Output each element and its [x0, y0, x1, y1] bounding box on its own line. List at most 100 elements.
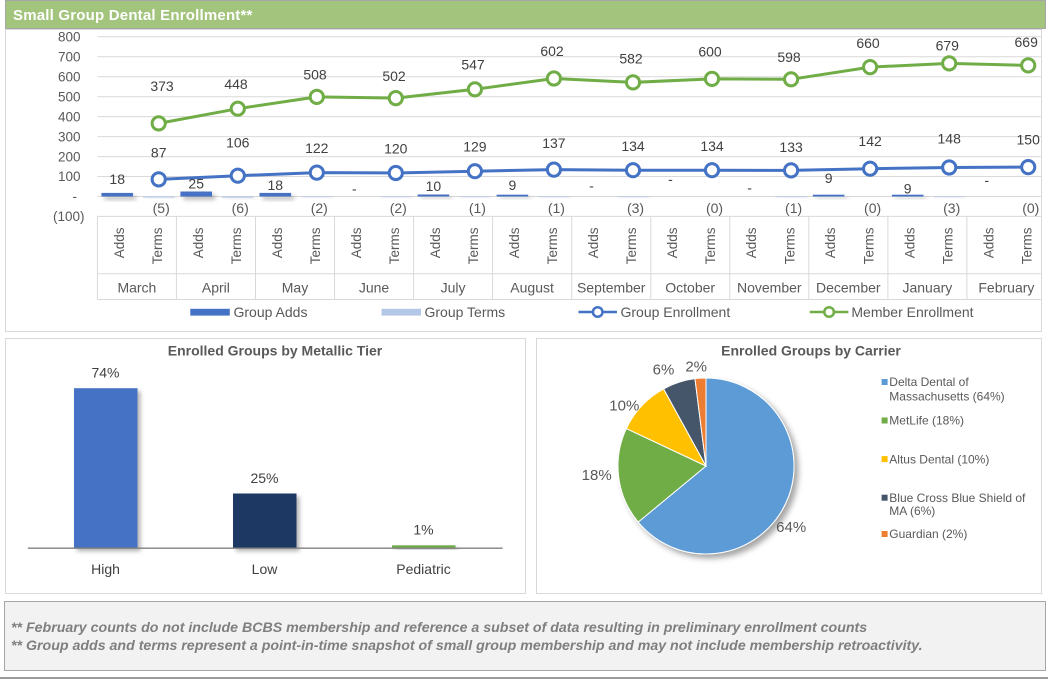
svg-text:Terms: Terms — [150, 227, 165, 264]
svg-text:582: 582 — [619, 51, 643, 67]
svg-text:December: December — [816, 280, 881, 296]
svg-text:(0): (0) — [706, 200, 723, 216]
svg-text:(0): (0) — [864, 200, 881, 216]
svg-text:Pediatric: Pediatric — [396, 561, 450, 577]
svg-text:134: 134 — [700, 138, 724, 154]
svg-text:June: June — [359, 280, 390, 296]
svg-text:Adds: Adds — [665, 227, 680, 258]
svg-text:64%: 64% — [776, 519, 806, 536]
svg-text:547: 547 — [461, 57, 485, 73]
svg-text:Adds: Adds — [270, 227, 285, 258]
svg-text:508: 508 — [303, 67, 327, 83]
svg-text:Terms: Terms — [1020, 227, 1035, 264]
svg-text:150: 150 — [1017, 132, 1041, 148]
svg-text:660: 660 — [856, 35, 880, 51]
svg-text:600: 600 — [698, 43, 722, 59]
svg-text:Enrolled Groups by Metallic Ti: Enrolled Groups by Metallic Tier — [168, 343, 383, 359]
svg-text:602: 602 — [540, 43, 564, 59]
svg-text:300: 300 — [58, 129, 81, 144]
svg-text:April: April — [202, 280, 230, 296]
svg-text:800: 800 — [58, 30, 81, 45]
svg-text:March: March — [117, 280, 156, 296]
svg-text:669: 669 — [1015, 34, 1039, 50]
svg-text:Adds: Adds — [823, 227, 838, 258]
svg-text:120: 120 — [384, 141, 408, 157]
svg-text:Adds: Adds — [586, 227, 601, 258]
svg-text:November: November — [737, 280, 802, 296]
svg-text:Terms: Terms — [387, 227, 402, 264]
svg-text:598: 598 — [777, 49, 801, 65]
svg-text:600: 600 — [58, 69, 81, 84]
svg-text:(0): (0) — [1022, 200, 1039, 216]
svg-text:July: July — [441, 280, 466, 296]
svg-text:Terms: Terms — [703, 227, 718, 264]
svg-text:-: - — [747, 180, 752, 196]
svg-text:134: 134 — [621, 138, 645, 154]
svg-text:18: 18 — [109, 171, 125, 187]
svg-text:-: - — [984, 172, 989, 188]
svg-text:(2): (2) — [390, 200, 407, 216]
svg-text:Terms: Terms — [229, 227, 244, 264]
svg-text:(1): (1) — [785, 200, 802, 216]
svg-text:May: May — [282, 280, 308, 296]
svg-text:Member Enrollment: Member Enrollment — [851, 304, 973, 320]
svg-text:700: 700 — [58, 50, 81, 65]
svg-text:August: August — [510, 280, 554, 296]
svg-text:Low: Low — [252, 561, 279, 577]
svg-text:133: 133 — [779, 139, 803, 155]
svg-text:Terms: Terms — [308, 227, 323, 264]
svg-text:Delta Dental of: Delta Dental of — [889, 375, 969, 389]
svg-text:373: 373 — [150, 78, 174, 94]
svg-text:Group Enrollment: Group Enrollment — [621, 304, 731, 320]
svg-text:Blue Cross Blue Shield of: Blue Cross Blue Shield of — [889, 491, 1026, 505]
svg-text:(3): (3) — [627, 200, 644, 216]
svg-text:Adds: Adds — [349, 227, 364, 258]
svg-text:(6): (6) — [232, 200, 249, 216]
svg-text:-: - — [668, 171, 673, 187]
svg-text:1%: 1% — [413, 522, 433, 538]
svg-text:100: 100 — [58, 169, 81, 184]
svg-text:142: 142 — [858, 133, 882, 149]
svg-text:448: 448 — [224, 76, 248, 92]
svg-text:679: 679 — [936, 37, 960, 53]
svg-text:129: 129 — [463, 139, 487, 155]
svg-text:-: - — [73, 189, 78, 204]
svg-text:25: 25 — [188, 176, 204, 192]
svg-text:MetLife (18%): MetLife (18%) — [889, 414, 964, 428]
svg-text:Enrolled Groups by Carrier: Enrolled Groups by Carrier — [721, 343, 901, 359]
svg-text:148: 148 — [938, 131, 962, 147]
svg-text:9: 9 — [904, 181, 912, 197]
svg-text:500: 500 — [58, 89, 81, 104]
svg-text:(5): (5) — [153, 200, 170, 216]
svg-text:18: 18 — [268, 177, 284, 193]
svg-text:Adds: Adds — [191, 227, 206, 258]
svg-text:137: 137 — [542, 135, 566, 151]
svg-text:Terms: Terms — [782, 227, 797, 264]
svg-text:Massachusetts (64%): Massachusetts (64%) — [889, 390, 1004, 404]
svg-text:10: 10 — [426, 178, 442, 194]
svg-text:106: 106 — [226, 135, 250, 151]
svg-text:122: 122 — [305, 140, 329, 156]
svg-text:18%: 18% — [582, 467, 612, 484]
svg-text:9: 9 — [825, 170, 833, 186]
svg-text:Adds: Adds — [744, 227, 759, 258]
svg-text:MA (6%): MA (6%) — [889, 504, 935, 518]
svg-text:Terms: Terms — [861, 227, 876, 264]
svg-text:Adds: Adds — [428, 227, 443, 258]
svg-text:Terms: Terms — [624, 227, 639, 264]
svg-text:74%: 74% — [91, 364, 119, 380]
svg-text:Terms: Terms — [466, 227, 481, 264]
svg-text:Adds: Adds — [902, 227, 917, 258]
svg-text:Guardian (2%): Guardian (2%) — [889, 527, 967, 541]
svg-text:Terms: Terms — [545, 227, 560, 264]
svg-text:6%: 6% — [653, 362, 675, 379]
svg-text:(2): (2) — [311, 200, 328, 216]
svg-text:-: - — [352, 180, 357, 196]
svg-text:(1): (1) — [548, 200, 565, 216]
svg-text:-: - — [589, 178, 594, 194]
svg-text:502: 502 — [382, 68, 406, 84]
svg-text:January: January — [902, 280, 952, 296]
svg-text:October: October — [665, 280, 715, 296]
svg-text:(3): (3) — [943, 200, 960, 216]
svg-text:10%: 10% — [609, 397, 639, 414]
